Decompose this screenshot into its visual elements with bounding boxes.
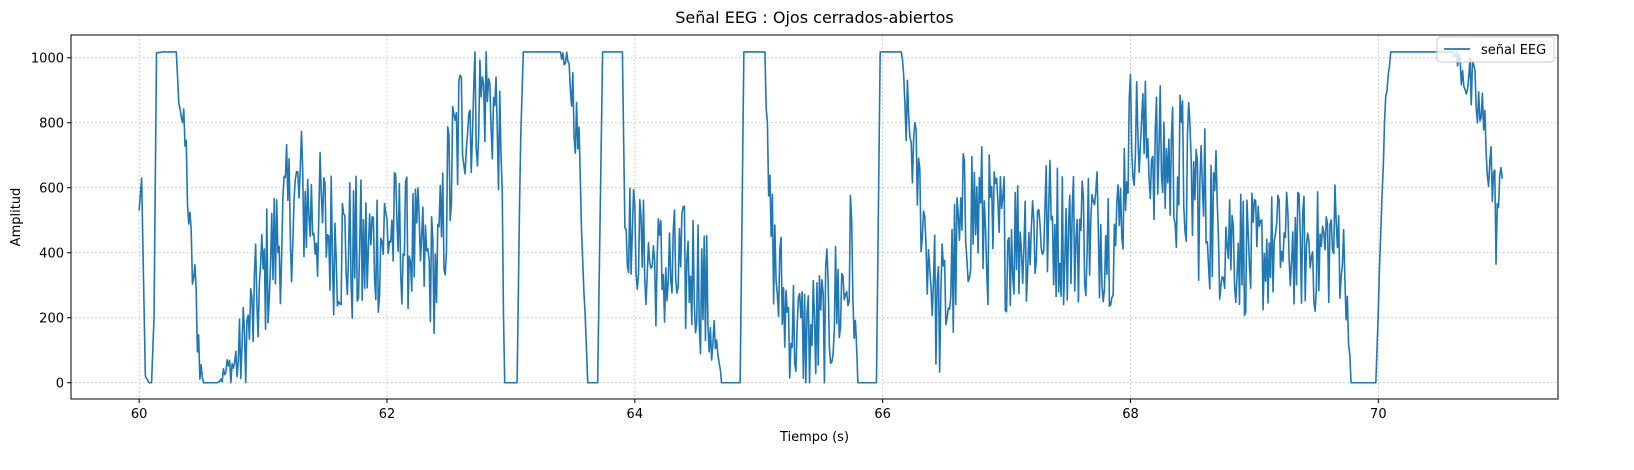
x-tick-label: 68 [1122,407,1139,422]
x-axis-ticks: 60 62 64 66 68 70 [131,399,1387,422]
series-line [138,51,1504,384]
legend: señal EEG [1436,36,1555,63]
y-tick-label: 800 [39,116,64,131]
y-axis-ticks: 0 200 400 600 800 1000 [31,51,71,391]
y-axis-label: Amplitud [9,188,24,247]
y-tick-label: 1000 [31,51,64,66]
x-tick-label: 70 [1370,407,1387,422]
x-tick-label: 64 [627,407,644,422]
series-layer [138,51,1504,384]
y-tick-label: 600 [39,181,64,196]
x-tick-label: 60 [131,407,148,422]
legend-label: señal EEG [1481,43,1546,58]
x-tick-label: 66 [874,407,891,422]
chart-title: Señal EEG : Ojos cerrados-abiertos [675,8,954,27]
y-tick-label: 200 [39,311,64,326]
legend-box [1436,36,1555,63]
y-tick-label: 400 [39,246,64,261]
y-tick-label: 0 [56,376,64,391]
plot-area-frame [70,34,1559,400]
x-tick-label: 62 [379,407,396,422]
x-axis-label: Tiempo (s) [779,430,849,445]
